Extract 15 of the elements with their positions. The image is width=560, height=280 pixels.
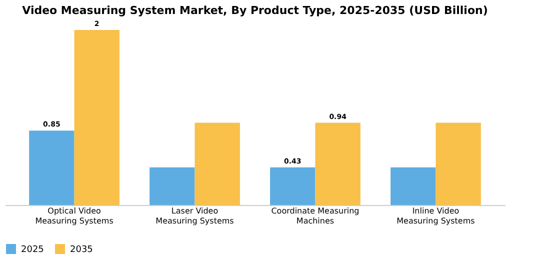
chart-title: Video Measuring System Market, By Product Type, 2025-2035 (USD Billion) [22, 4, 488, 17]
x-tick-label: Inline Video Measuring Systems [396, 206, 475, 226]
bar [74, 30, 120, 205]
x-tick-label: Coordinate Measuring Machines [271, 206, 360, 226]
legend-label: 2035 [70, 245, 93, 255]
x-tick-label: Optical Video Measuring Systems [35, 206, 114, 226]
legend-label: 2025 [21, 245, 44, 255]
x-tick-label: Laser Video Measuring Systems [156, 206, 234, 226]
bar [194, 122, 240, 205]
bar [315, 122, 360, 205]
bar [390, 167, 436, 205]
bar [29, 130, 74, 205]
bar [436, 122, 481, 205]
bar [270, 167, 316, 205]
bar [150, 167, 195, 205]
